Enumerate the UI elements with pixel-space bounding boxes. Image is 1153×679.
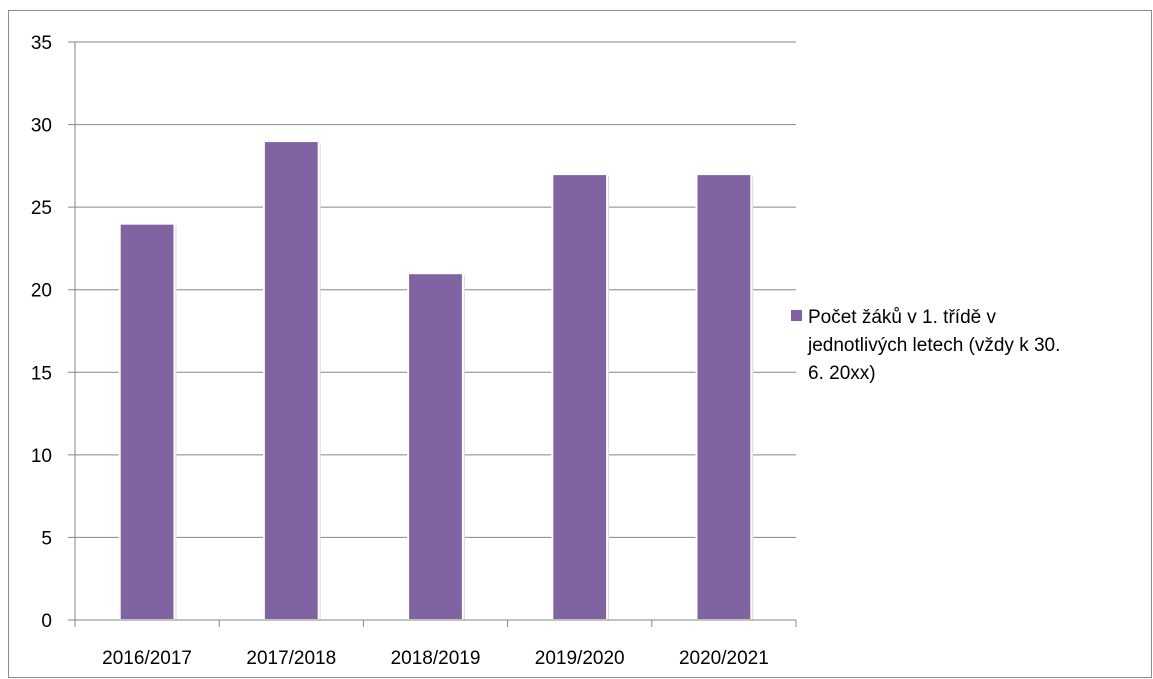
x-tick-label: 2016/2017 [102,648,192,669]
y-tick-label: 20 [31,281,52,302]
bar [551,173,609,621]
y-tick-label: 10 [31,446,52,467]
legend: Počet žáků v 1. třídě v jednotlivých let… [791,304,1081,388]
bar [695,173,753,621]
y-tick-label: 35 [31,33,52,54]
x-tick-label: 2019/2020 [535,648,625,669]
bar [407,272,464,621]
x-tick-label: 2017/2018 [246,648,336,669]
bar [262,140,320,621]
y-tick-label: 25 [31,198,52,219]
y-tick-label: 0 [41,611,52,632]
x-tick-label: 2018/2019 [391,648,481,669]
y-tick-label: 5 [41,528,52,549]
x-tick-label: 2020/2021 [679,648,769,669]
legend-label: Počet žáků v 1. třídě v jednotlivých let… [808,307,1061,384]
y-tick-label: 30 [31,116,52,137]
y-tick-label: 15 [31,363,52,384]
bar [118,222,176,622]
legend-swatch [791,310,802,321]
